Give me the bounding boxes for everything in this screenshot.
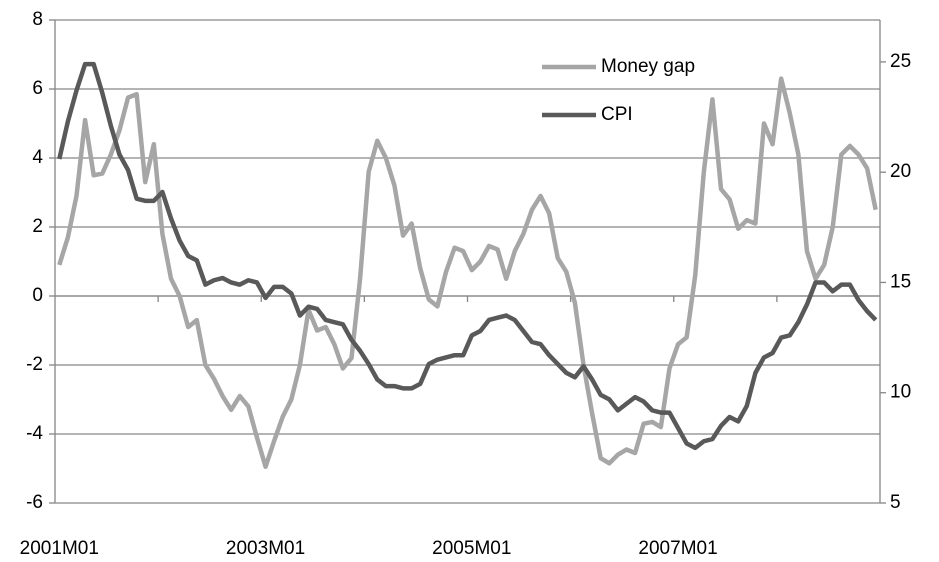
x-tick-label: 2003M01 xyxy=(226,538,305,559)
series-line xyxy=(57,61,878,451)
legend-label: CPI xyxy=(601,104,633,125)
y-tick-label: -4 xyxy=(26,423,43,444)
y2-tick-label: 5 xyxy=(890,492,901,513)
x-tick-label: 2001M01 xyxy=(20,538,99,559)
y-tick-label: 4 xyxy=(32,147,43,168)
y-tick-label: -2 xyxy=(26,354,43,375)
y-tick-label: 8 xyxy=(32,9,43,30)
y-tick-label: 2 xyxy=(32,216,43,237)
x-tick-label: 2005M01 xyxy=(432,538,511,559)
y2-tick-label: 10 xyxy=(890,382,911,403)
x-tick-label: 2007M01 xyxy=(638,538,717,559)
y2-tick-label: 25 xyxy=(890,51,911,72)
y2-tick-label: 15 xyxy=(890,271,911,292)
series-line xyxy=(57,76,878,470)
y-tick-label: 6 xyxy=(32,78,43,99)
legend-label: Money gap xyxy=(601,56,695,77)
y2-tick-label: 20 xyxy=(890,161,911,182)
y-tick-label: -6 xyxy=(26,492,43,513)
y-tick-label: 0 xyxy=(32,285,43,306)
